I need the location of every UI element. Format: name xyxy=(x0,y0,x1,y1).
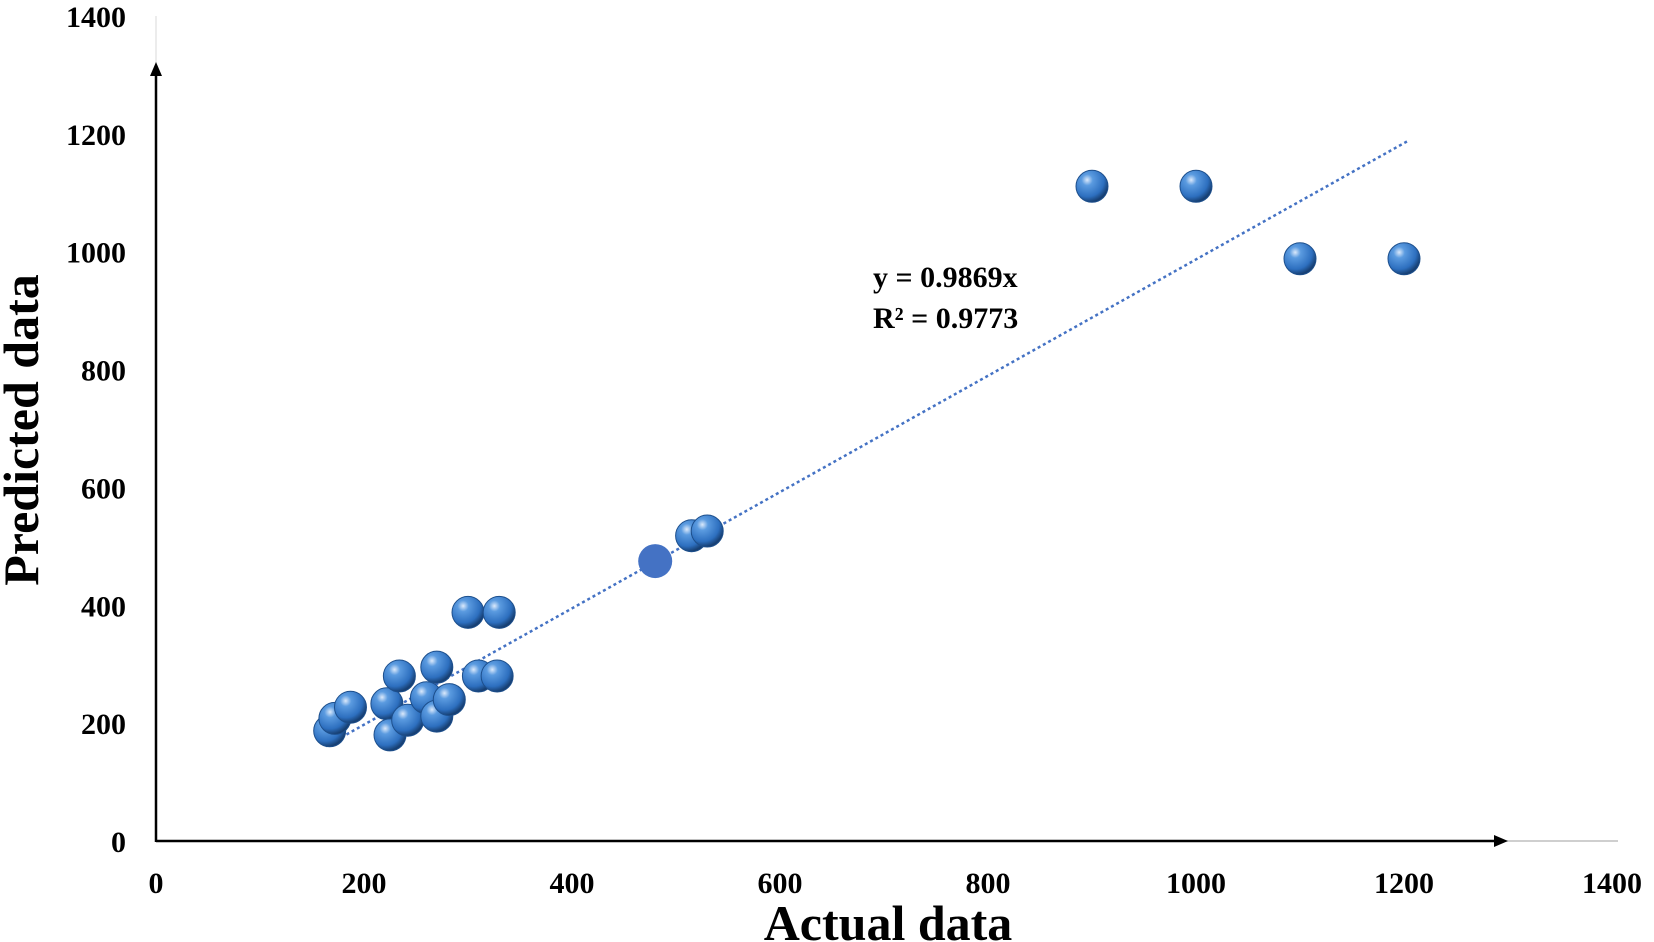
y-tick-label: 800 xyxy=(81,355,126,388)
y-tick-label: 200 xyxy=(81,708,126,741)
y-tick-label: 600 xyxy=(81,472,126,505)
x-axis-title: Actual data xyxy=(764,895,1013,942)
x-tick-label: 400 xyxy=(550,867,595,900)
data-point xyxy=(482,595,516,629)
y-axis-title: Predicted data xyxy=(0,274,49,586)
data-point xyxy=(1075,169,1109,203)
data-point xyxy=(1387,242,1421,276)
x-tick-label: 200 xyxy=(342,867,387,900)
x-axis-arrow xyxy=(1494,835,1508,847)
r-squared-label: R² = 0.9773 xyxy=(873,302,1018,335)
data-points xyxy=(313,169,1421,752)
y-tick-labels: 0 200 400 600 800 1000 1200 1400 xyxy=(66,1,126,859)
y-tick-label: 400 xyxy=(81,590,126,623)
x-tick-labels: 0 200 400 600 800 1000 1200 1400 xyxy=(149,867,1643,900)
data-point xyxy=(432,683,466,717)
y-tick-label: 0 xyxy=(111,826,126,859)
x-tick-label: 800 xyxy=(966,867,1011,900)
y-axis-arrow xyxy=(150,62,162,76)
y-tick-label: 1400 xyxy=(66,1,126,34)
data-point xyxy=(382,659,416,693)
x-tick-label: 600 xyxy=(758,867,803,900)
data-point xyxy=(480,659,514,693)
x-tick-label: 1400 xyxy=(1582,867,1642,900)
x-tick-label: 1000 xyxy=(1166,867,1226,900)
data-point-highlighted xyxy=(638,544,673,579)
data-point xyxy=(333,690,367,724)
trendline-equation: y = 0.9869x xyxy=(873,261,1018,294)
data-point xyxy=(690,514,724,548)
data-point xyxy=(451,595,485,629)
data-point xyxy=(1283,242,1317,276)
data-point xyxy=(1179,169,1213,203)
x-tick-label: 1200 xyxy=(1374,867,1434,900)
plot-frame xyxy=(150,16,1618,847)
trendline xyxy=(324,140,1408,748)
y-tick-label: 1200 xyxy=(66,119,126,152)
x-tick-label: 0 xyxy=(149,867,164,900)
y-tick-label: 1000 xyxy=(66,237,126,270)
data-point xyxy=(420,650,454,684)
